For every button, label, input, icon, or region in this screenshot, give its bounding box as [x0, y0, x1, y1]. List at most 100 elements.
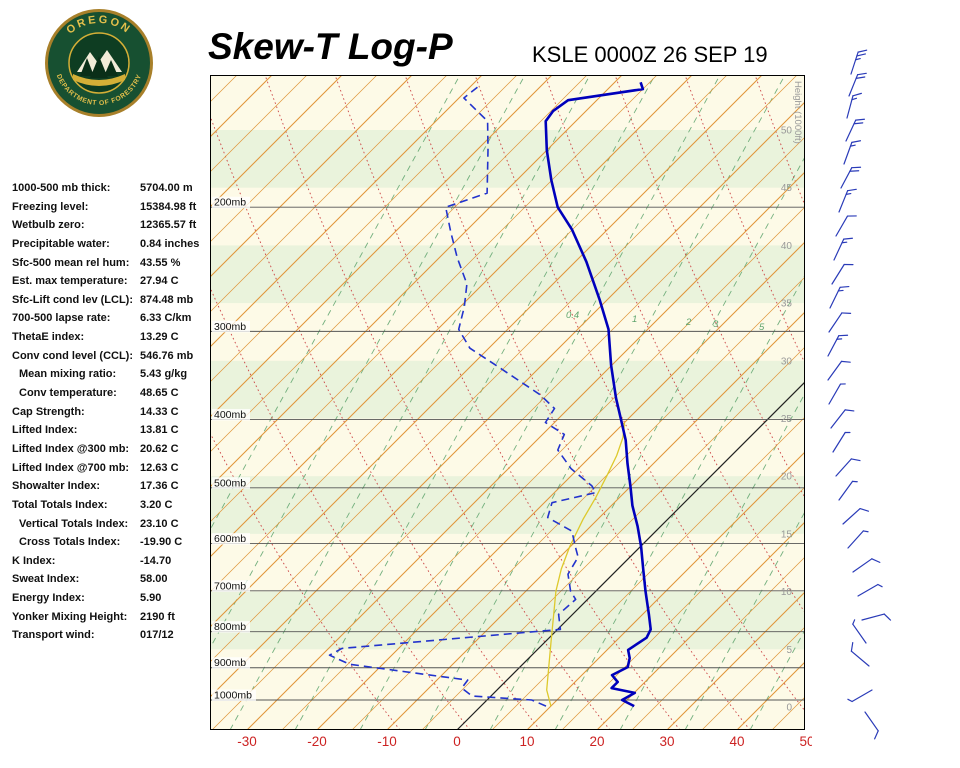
index-label: 1000-500 mb thick: [12, 182, 111, 194]
index-value: 5.43 g/kg [140, 368, 188, 381]
wind-barb-icon [864, 711, 879, 740]
mixing-ratio-label: 1 [632, 314, 637, 325]
wind-barb-icon [852, 558, 881, 573]
index-row: Freezing level: 15384.98 ft [12, 199, 217, 218]
logo-ground [73, 74, 125, 86]
plot-area [210, 75, 805, 730]
index-value: 2190 ft [140, 610, 175, 623]
index-value: 6.33 C/km [140, 312, 192, 325]
index-row: Conv temperature: 48.65 C [12, 385, 217, 404]
skewt-plot: 200mb 300mb 400mb 500mb 600mb 700mb 800mb 900mb… [210, 75, 805, 730]
page-title: Skew-T Log-P [208, 26, 453, 67]
wind-barb-icon [827, 360, 851, 381]
wetbulb-trace [546, 422, 626, 707]
dewpoint-trace [328, 86, 597, 707]
index-value: 23.10 C [140, 517, 179, 530]
pressure-label: 700mb [214, 580, 246, 592]
index-value: 5704.00 m [140, 182, 193, 194]
index-value: 48.65 C [140, 387, 179, 400]
index-label: Yonker Mixing Height: [12, 610, 128, 623]
odf-logo: OREGON DEPARTMENT OF FORESTRY [44, 8, 154, 118]
index-value: -19.90 C [140, 536, 183, 549]
height-label: 50 [781, 126, 793, 137]
wind-barb-icon [831, 263, 854, 285]
station-datetime: KSLE 0000Z 26 SEP 19 [532, 42, 768, 67]
dry-adiabats [210, 75, 805, 730]
index-value: 5.90 [140, 592, 162, 605]
mixing-ratio-label: 3 [713, 319, 719, 330]
height-axis-title: Height (1000ft) [792, 81, 803, 144]
temp-axis-label: 10 [519, 734, 535, 749]
wind-barb-icon [850, 641, 870, 667]
index-label: K Index: [12, 554, 56, 567]
index-label: Transport wind: [12, 629, 95, 642]
index-label: Conv temperature: [19, 387, 117, 400]
height-label: 15 [781, 529, 793, 540]
index-value: 20.62 C [140, 442, 179, 455]
wind-barb-icon [845, 118, 866, 142]
height-label: 25 [781, 414, 793, 425]
index-row: Cap Strength: 14.33 C [12, 404, 217, 423]
mixing-ratio-label: 0.4 [566, 310, 579, 321]
height-bands [210, 130, 805, 650]
pressure-label: 300mb [214, 321, 246, 333]
index-row: Sweat Index: 58.00 [12, 571, 217, 590]
index-row: Transport wind: 017/12 [12, 627, 217, 646]
height-label: 45 [781, 183, 793, 194]
logo-tree-icon [80, 58, 94, 76]
wind-barb-icon [833, 237, 854, 261]
index-value: 15384.98 ft [140, 200, 197, 213]
index-row: Wetbulb zero: 12365.57 ft [12, 217, 217, 236]
height-label: 5 [786, 645, 792, 656]
index-value: 546.76 mb [140, 349, 194, 362]
wind-barb-icon [827, 334, 849, 357]
logo-tree-icon [90, 56, 108, 78]
wind-barb-icon [852, 619, 867, 644]
index-row: Conv cond level (CCL): 546.76 mb [12, 348, 217, 367]
index-label: ThetaE index: [12, 331, 85, 344]
index-value: 13.81 C [140, 424, 179, 437]
temp-axis-label: 40 [729, 734, 745, 749]
index-label: Energy Index: [12, 592, 85, 605]
indices-panel: 1000-500 mb thick: 5704.00 m Freezing leve… [12, 180, 217, 646]
index-label: Precipitable water: [12, 237, 110, 250]
temp-axis-label: 50 [799, 734, 812, 749]
temp-axis-label: 0 [453, 734, 461, 749]
temperature-trace [544, 81, 652, 708]
height-label: 35 [781, 299, 793, 310]
chart-border [210, 75, 805, 730]
height-label: 40 [781, 241, 793, 252]
index-value: -14.70 [140, 554, 172, 567]
wind-barb-icon [832, 431, 851, 453]
chart-labels: 200mb 300mb 400mb 500mb 600mb 700mb 800mb 900mb… [212, 81, 803, 714]
index-row: Sfc-Lift cond lev (LCL): 874.48 mb [12, 292, 217, 311]
height-label: 20 [781, 472, 793, 483]
pressure-label: 200mb [214, 197, 246, 209]
index-label: Cap Strength: [12, 405, 85, 418]
pressure-label: 400mb [214, 409, 246, 421]
height-label: 30 [781, 356, 793, 367]
wind-barb-icon [838, 480, 858, 501]
index-label: Est. max temperature: [12, 275, 128, 288]
temp-axis-label: -10 [377, 734, 397, 749]
index-label: Lifted Index @300 mb: [12, 442, 130, 455]
index-row: Yonker Mixing Height: 2190 ft [12, 609, 217, 628]
index-value: 874.48 mb [140, 293, 194, 306]
index-value: 17.36 C [140, 480, 179, 493]
index-label: Conv cond level (CCL): [12, 349, 134, 362]
index-label: Sfc-Lift cond lev (LCL): [12, 293, 133, 306]
wind-barb-icon [842, 508, 870, 525]
wind-barb-icon [850, 49, 868, 75]
index-label: Showalter Index: [12, 480, 101, 493]
wind-barb-icon [847, 689, 873, 703]
index-label: Lifted Index: [12, 424, 78, 437]
temp-axis-label: 20 [589, 734, 605, 749]
wind-barb-icon [840, 166, 862, 189]
index-row: Cross Totals Index: -19.90 C [12, 534, 217, 553]
temp-axis-label: -30 [237, 734, 257, 749]
wind-barb-icon [830, 409, 855, 429]
index-row: Energy Index: 5.90 [12, 590, 217, 609]
pressure-label: 600mb [214, 533, 246, 545]
index-row: Sfc-500 mean rel hum: 43.55 % [12, 255, 217, 274]
index-label: 700-500 lapse rate: [12, 312, 111, 325]
